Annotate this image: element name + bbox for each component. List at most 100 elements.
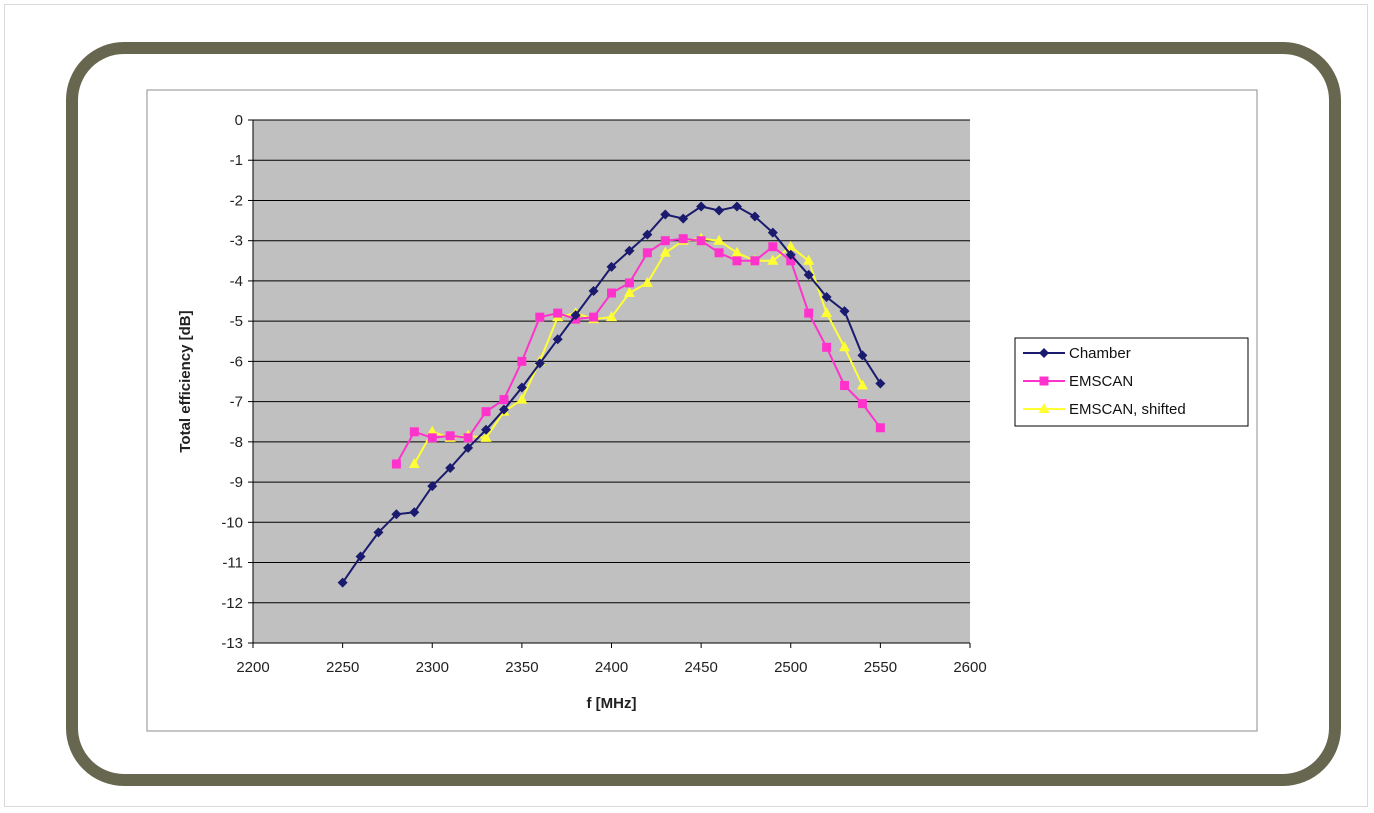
data-point-diamond: [552, 334, 563, 345]
data-point-triangle: [1038, 403, 1050, 413]
data-point-square: [678, 234, 688, 244]
legend-label: EMSCAN, shifted: [1069, 401, 1186, 418]
data-point-square: [517, 356, 527, 366]
x-tick-label: 2400: [595, 659, 628, 676]
y-tick-label: 0: [235, 112, 243, 129]
y-tick-label: -7: [230, 394, 243, 411]
data-point-triangle: [641, 276, 653, 287]
data-point-diamond: [624, 245, 635, 256]
y-tick-label: -9: [230, 474, 243, 491]
data-point-triangle: [426, 425, 438, 436]
data-point-square: [840, 381, 850, 391]
y-tick-label: -13: [221, 635, 243, 652]
data-point-diamond: [696, 201, 707, 212]
data-point-diamond: [749, 211, 760, 222]
x-tick-label: 2300: [416, 659, 449, 676]
data-point-triangle: [606, 311, 617, 322]
x-axis-title: f [MHz]: [587, 695, 637, 712]
data-point-square: [696, 236, 706, 246]
y-tick-label: -6: [230, 353, 243, 370]
data-point-diamond: [373, 527, 384, 538]
data-point-square: [553, 308, 563, 318]
data-point-square: [642, 248, 652, 258]
data-point-diamond: [498, 404, 509, 415]
data-point-triangle: [785, 240, 797, 251]
x-tick-label: 2550: [864, 659, 897, 676]
data-point-diamond: [678, 213, 689, 224]
data-point-diamond: [588, 285, 599, 296]
data-point-square: [714, 248, 724, 258]
data-point-diamond: [731, 201, 742, 212]
data-point-diamond: [606, 261, 617, 272]
legend-label: Chamber: [1069, 345, 1131, 362]
data-point-triangle: [659, 246, 671, 257]
data-point-triangle: [713, 234, 725, 245]
data-point-diamond: [767, 227, 778, 238]
data-point-triangle: [516, 393, 528, 404]
data-point-triangle: [480, 431, 492, 442]
data-point-diamond: [355, 551, 366, 562]
legend-label: EMSCAN: [1069, 373, 1133, 390]
data-point-diamond: [821, 292, 832, 303]
data-point-square: [875, 423, 885, 433]
gridlines: [253, 119, 970, 644]
x-tick-label: 2600: [953, 659, 986, 676]
data-point-diamond: [516, 382, 527, 393]
data-point-square: [535, 312, 545, 322]
data-point-square: [786, 256, 796, 266]
y-axis-title: Total efficiency [dB]: [177, 310, 194, 452]
plot-area: [253, 120, 970, 643]
data-point-triangle: [821, 307, 833, 318]
data-point-square: [804, 308, 814, 318]
legend-item: Chamber: [1023, 345, 1131, 362]
data-point-square: [857, 399, 867, 409]
data-point-diamond: [570, 310, 581, 321]
y-tick-label: -11: [222, 555, 243, 572]
data-point-square: [409, 427, 419, 437]
y-tick-label: -4: [230, 273, 243, 290]
y-tick-label: -5: [230, 313, 243, 330]
data-point-diamond: [857, 350, 868, 361]
data-point-square: [463, 433, 473, 443]
data-point-triangle: [767, 254, 779, 265]
slide-border: [4, 4, 1368, 807]
data-point-diamond: [391, 509, 402, 520]
data-point-square: [1039, 376, 1049, 386]
y-tick-label: -8: [230, 434, 243, 451]
x-tick-label: 2250: [326, 659, 359, 676]
x-tick-label: 2350: [505, 659, 538, 676]
data-point-diamond: [337, 577, 348, 588]
data-point-triangle: [731, 246, 743, 257]
y-tick-label: -10: [221, 514, 243, 531]
x-tick-label: 2500: [774, 659, 807, 676]
data-point-diamond: [409, 507, 420, 518]
data-point-triangle: [856, 379, 868, 390]
series-layer: [337, 201, 886, 588]
data-point-diamond: [803, 269, 814, 280]
data-point-diamond: [839, 306, 850, 317]
data-point-square: [822, 342, 832, 352]
data-point-square: [481, 407, 491, 417]
legend-item: EMSCAN: [1023, 373, 1133, 390]
data-point-square: [427, 433, 437, 443]
x-tick-label: 2200: [236, 659, 269, 676]
series-emscan: [391, 234, 885, 469]
series-line: [395, 237, 882, 465]
y-tick-label: -12: [221, 595, 243, 612]
data-point-diamond: [785, 249, 796, 260]
x-tick-label: 2450: [684, 659, 717, 676]
data-point-diamond: [481, 424, 492, 435]
data-point-triangle: [839, 341, 851, 352]
data-point-square: [732, 256, 742, 266]
data-point-diamond: [534, 358, 545, 369]
data-point-diamond: [445, 462, 456, 473]
data-point-square: [499, 395, 509, 405]
data-point-diamond: [427, 481, 438, 492]
data-point-diamond: [1039, 348, 1049, 358]
data-point-diamond: [642, 229, 653, 240]
data-point-square: [589, 312, 599, 322]
data-point-triangle: [803, 254, 815, 265]
y-tick-label: -1: [230, 152, 243, 169]
